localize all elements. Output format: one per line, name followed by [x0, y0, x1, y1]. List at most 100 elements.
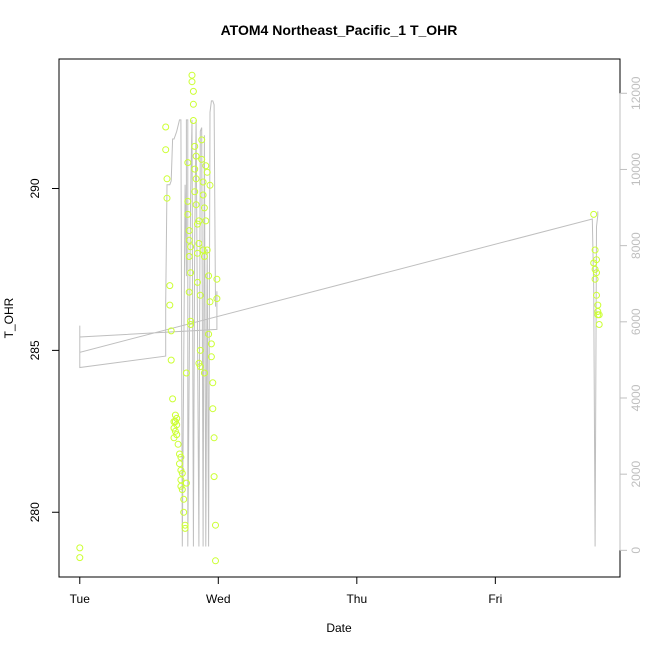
data-point: [188, 78, 196, 86]
y2-tick-label: 12000: [629, 76, 643, 110]
series-line-1: [79, 100, 599, 547]
data-point: [181, 524, 189, 532]
data-point: [207, 353, 215, 361]
data-point: [595, 311, 603, 319]
data-point: [206, 298, 214, 306]
data-point: [198, 155, 206, 163]
chart-title: ATOM4 Northeast_Pacific_1 T_OHR: [221, 22, 458, 38]
data-point: [176, 460, 183, 468]
data-point: [187, 269, 195, 277]
y2-tick-label: 0: [629, 547, 643, 554]
y-tick-label: 290: [28, 178, 42, 198]
data-point: [189, 87, 197, 95]
data-point: [185, 227, 193, 235]
data-point: [199, 191, 207, 199]
data-point: [200, 204, 208, 212]
data-point: [212, 521, 219, 529]
x-axis-label: Date: [326, 621, 352, 635]
data-point: [594, 308, 602, 315]
y-axis-left: 280 285 290: [28, 178, 60, 522]
x-tick-label: Tue: [70, 592, 91, 606]
data-point: [173, 421, 181, 429]
y2-tick-label: 6000: [629, 308, 643, 335]
data-point: [184, 159, 192, 167]
data-point: [192, 175, 200, 183]
data-point: [191, 188, 199, 196]
data-point: [184, 210, 192, 218]
data-point: [195, 359, 203, 367]
data-point: [167, 356, 175, 364]
data-point: [205, 330, 213, 338]
data-point: [178, 469, 186, 477]
data-point: [200, 253, 208, 260]
data-point: [590, 210, 598, 218]
data-point: [595, 321, 603, 328]
data-point: [202, 162, 210, 170]
data-point: [189, 100, 197, 108]
x-tick-label: Thu: [346, 592, 367, 606]
x-tick-label: Wed: [206, 592, 230, 606]
data-point: [188, 71, 196, 79]
data-point: [591, 265, 599, 273]
data-point: [180, 495, 188, 503]
data-point: [178, 486, 186, 494]
data-point: [593, 291, 600, 299]
data-point: [192, 152, 200, 160]
y2-tick-label: 8000: [629, 232, 643, 259]
data-point: [180, 508, 188, 516]
data-point: [177, 453, 185, 461]
data-point: [173, 431, 181, 439]
y-axis-right: 0 2000 4000 6000 8000 10000 12000: [619, 76, 643, 554]
data-point: [187, 321, 195, 328]
data-point: [163, 194, 171, 202]
y-tick-label: 285: [28, 340, 42, 360]
data-point: [593, 269, 600, 277]
data-point: [177, 482, 185, 490]
data-point: [195, 217, 203, 225]
data-point: [177, 466, 185, 474]
y2-tick-label: 10000: [629, 152, 643, 186]
data-point: [203, 168, 211, 176]
data-point: [192, 201, 200, 209]
data-point: [213, 295, 221, 303]
data-point: [209, 405, 217, 413]
data-point: [181, 521, 189, 529]
y-tick-label: 280: [28, 502, 42, 522]
data-point: [166, 282, 174, 290]
data-point: [167, 327, 175, 335]
data-point: [202, 217, 210, 225]
data-point: [196, 291, 204, 299]
data-point: [199, 246, 207, 254]
data-point: [206, 181, 214, 189]
data-point: [212, 557, 219, 565]
data-point: [162, 146, 170, 154]
data-point: [205, 272, 213, 280]
data-point: [207, 340, 215, 348]
data-point: [185, 288, 193, 296]
data-point: [187, 317, 195, 325]
data-point: [185, 253, 193, 260]
data-point: [203, 246, 211, 254]
x-axis: Tue Wed Thu Fri: [70, 576, 502, 606]
data-point: [166, 301, 174, 309]
data-point: [198, 136, 206, 144]
data-point: [210, 434, 218, 442]
data-point: [200, 369, 208, 377]
data-point: [593, 256, 600, 264]
data-point: [76, 554, 84, 562]
data-point: [194, 249, 201, 257]
data-point: [182, 369, 190, 377]
data-point: [171, 427, 179, 435]
data-point: [76, 544, 84, 552]
data-point: [195, 240, 203, 247]
data-point: [196, 346, 204, 354]
data-point: [213, 275, 221, 283]
data-point: [182, 479, 190, 487]
data-point: [209, 379, 217, 387]
y2-tick-label: 4000: [629, 384, 643, 411]
data-point: [169, 395, 177, 403]
data-point: [171, 418, 179, 426]
x-tick-label: Fri: [488, 592, 502, 606]
data-point: [196, 363, 204, 371]
